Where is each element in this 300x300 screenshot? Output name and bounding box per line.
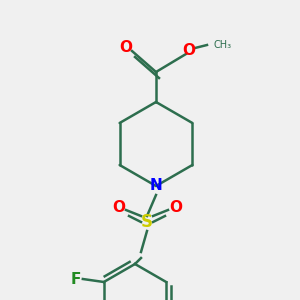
- Text: S: S: [141, 213, 153, 231]
- Text: O: O: [182, 44, 196, 59]
- Text: CH₃: CH₃: [213, 40, 231, 50]
- Text: O: O: [169, 200, 182, 214]
- Text: N: N: [150, 178, 162, 194]
- Text: O: O: [112, 200, 125, 214]
- Text: F: F: [70, 272, 80, 286]
- Text: O: O: [119, 40, 133, 56]
